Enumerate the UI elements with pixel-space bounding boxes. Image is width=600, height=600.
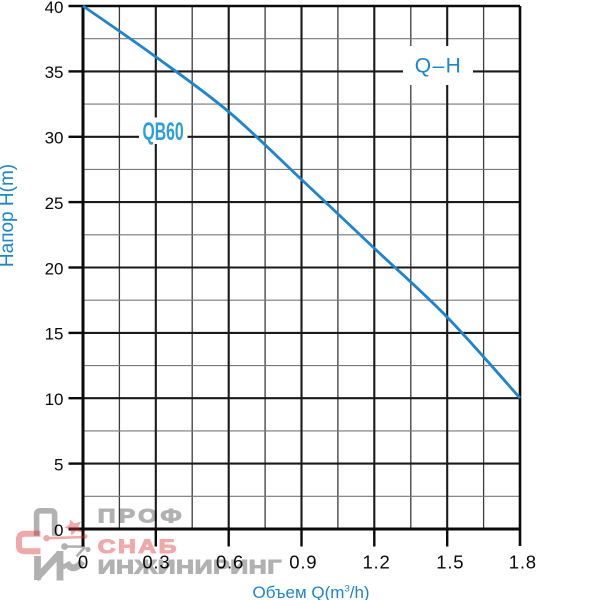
svg-text:1.2: 1.2 — [362, 551, 390, 572]
svg-text:СНАБ: СНАБ — [98, 536, 179, 558]
svg-text:0: 0 — [78, 551, 89, 572]
svg-text:25: 25 — [45, 194, 64, 213]
svg-text:15: 15 — [45, 325, 64, 344]
svg-text:1.8: 1.8 — [509, 551, 537, 572]
svg-text:5: 5 — [54, 455, 63, 474]
svg-text:35: 35 — [45, 63, 64, 82]
svg-text:ПРОФ: ПРОФ — [98, 505, 185, 527]
svg-text:Q–H: Q–H — [415, 55, 462, 78]
svg-text:ИНЖИНИРИНГ: ИНЖИНИРИНГ — [98, 556, 282, 578]
svg-text:QB60: QB60 — [143, 118, 184, 146]
svg-text:30: 30 — [45, 129, 64, 148]
svg-text:20: 20 — [45, 259, 64, 278]
svg-text:0: 0 — [54, 521, 63, 540]
svg-text:Объем Q(m3/h): Объем Q(m3/h) — [253, 583, 370, 600]
svg-text:10: 10 — [45, 390, 64, 409]
svg-text:0.6: 0.6 — [216, 551, 244, 572]
svg-text:Напор H(m): Напор H(m) — [0, 164, 18, 267]
svg-text:0.9: 0.9 — [289, 551, 317, 572]
svg-text:0.3: 0.3 — [142, 551, 170, 572]
svg-text:1.5: 1.5 — [436, 551, 464, 572]
svg-text:40: 40 — [45, 0, 64, 17]
